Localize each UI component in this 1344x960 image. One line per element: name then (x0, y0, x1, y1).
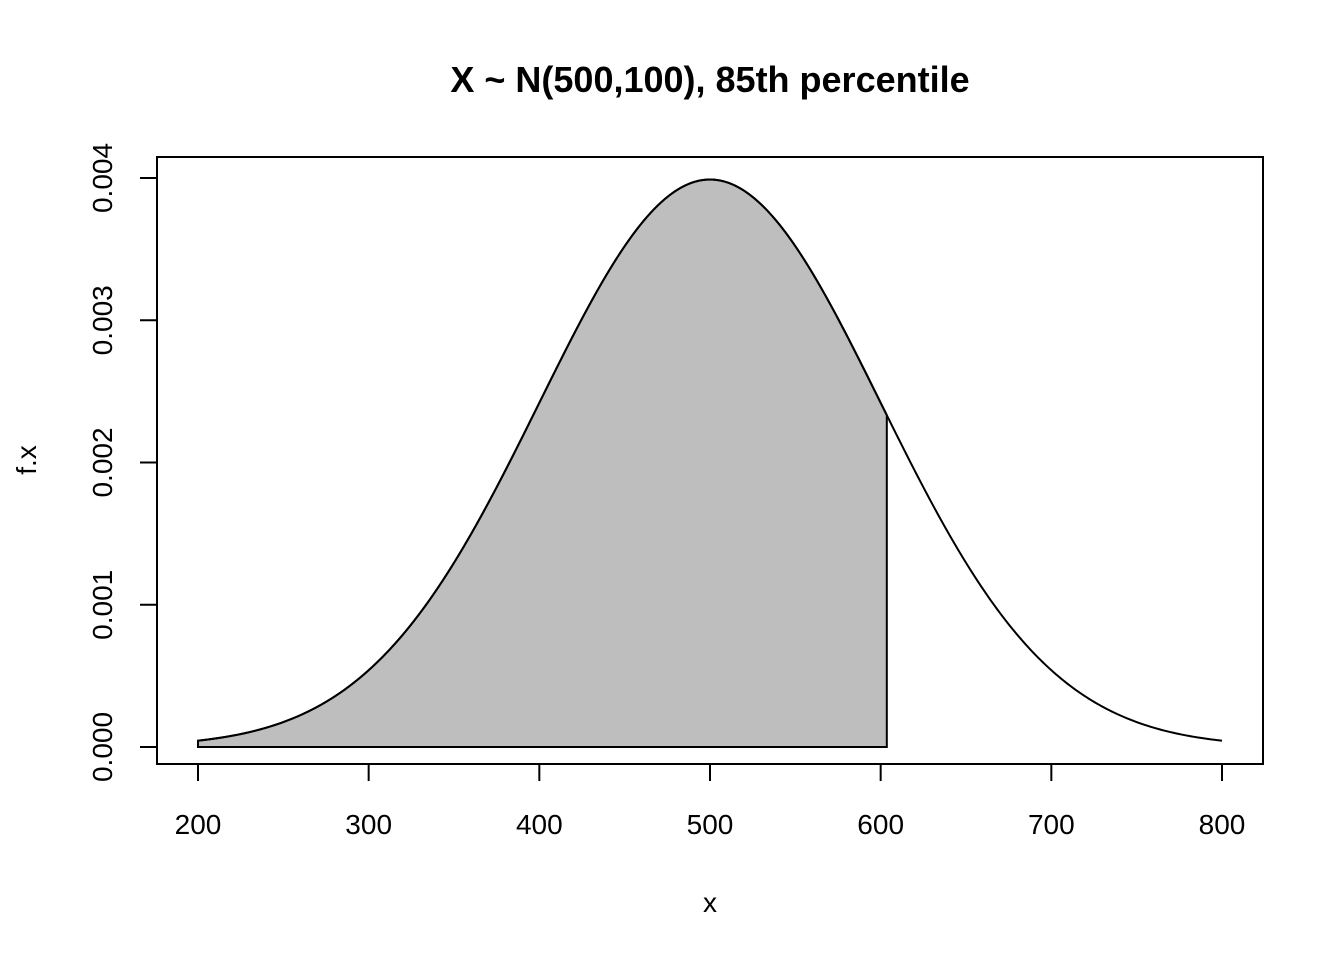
x-axis: 200 300 400 500 600 700 800 (175, 763, 1246, 840)
shaded-area-layer (197, 178, 888, 748)
chart-title: X ~ N(500,100), 85th percentile (450, 59, 969, 100)
x-tick-label: 700 (1028, 809, 1075, 840)
y-axis-label: f.x (11, 445, 42, 475)
y-tick-label: 0.004 (87, 143, 118, 213)
x-tick-label: 400 (516, 809, 563, 840)
y-tick-label: 0.001 (87, 570, 118, 640)
density-curve (197, 178, 1223, 742)
x-tick-label: 600 (857, 809, 904, 840)
x-tick-label: 300 (345, 809, 392, 840)
y-axis: 0.000 0.001 0.002 0.003 0.004 (87, 143, 158, 782)
x-axis-label: x (703, 887, 717, 918)
y-tick-label: 0.000 (87, 712, 118, 782)
x-tick-label: 500 (687, 809, 734, 840)
shaded-area (197, 178, 888, 748)
y-tick-label: 0.003 (87, 285, 118, 355)
y-tick-label: 0.002 (87, 427, 118, 497)
density-curve-layer (197, 178, 1223, 742)
x-tick-label: 200 (175, 809, 222, 840)
x-tick-label: 800 (1199, 809, 1246, 840)
